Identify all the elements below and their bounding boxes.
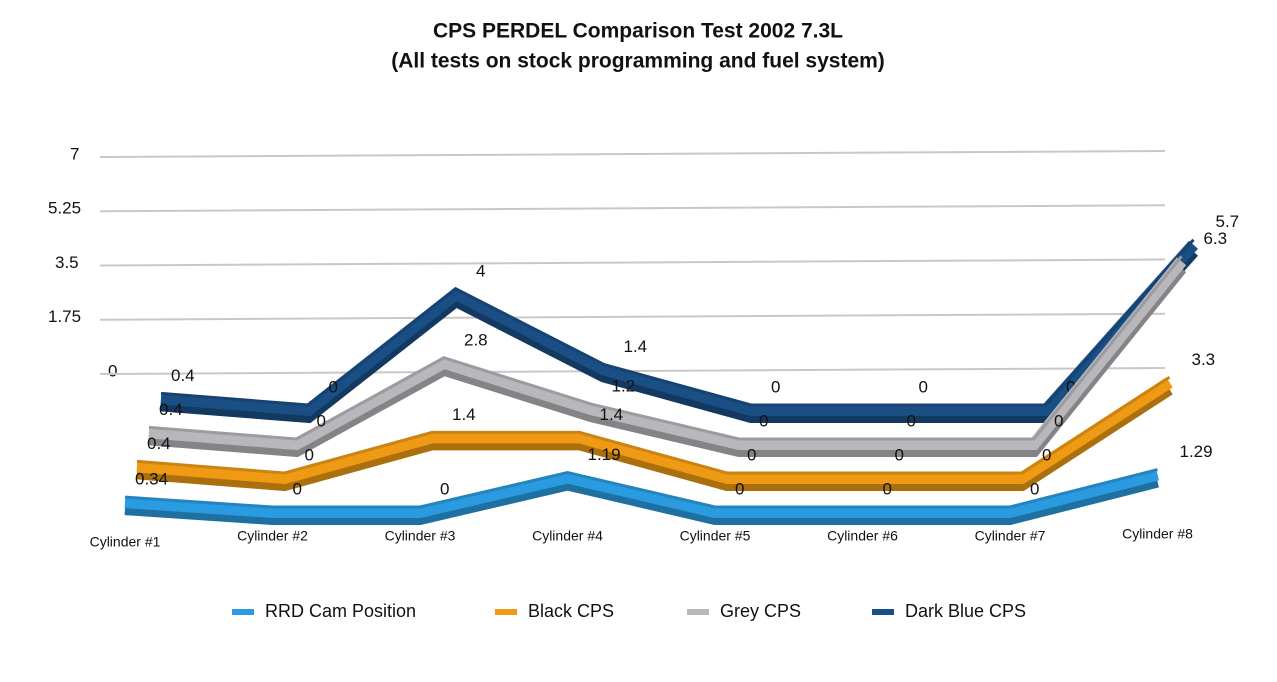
value-label: 0 [1042, 445, 1051, 464]
legend-swatch [232, 609, 254, 615]
value-label: 0 [317, 411, 326, 430]
y-tick-label: 0 [108, 361, 117, 380]
value-label: 0 [895, 445, 904, 464]
value-label: 2.8 [464, 330, 488, 349]
value-label: 0 [883, 479, 892, 498]
value-label: 0.34 [135, 470, 168, 489]
series-line [160, 240, 1198, 417]
value-label: 0 [1054, 411, 1063, 430]
value-label: 1.29 [1180, 442, 1213, 461]
value-label: 0 [440, 479, 449, 498]
ribbon-highlight [148, 255, 1183, 441]
ribbon-side [136, 384, 1173, 492]
legend-swatch [495, 609, 517, 615]
value-label: 1.4 [624, 337, 648, 356]
legend-label: Grey CPS [720, 601, 801, 621]
value-label: 3.3 [1192, 350, 1216, 369]
legend-swatch [687, 609, 709, 615]
value-label: 5.7 [1216, 212, 1240, 231]
legend-swatch [872, 609, 894, 615]
series-line [148, 257, 1187, 451]
series-line [136, 377, 1173, 485]
ribbon-highlight [136, 376, 1171, 475]
x-tick-label: Cylinder #7 [975, 528, 1046, 544]
x-tick-label: Cylinder #6 [827, 528, 898, 544]
x-tick-label: Cylinder #2 [237, 528, 308, 544]
value-label: 6.3 [1204, 229, 1228, 248]
value-label: 0 [771, 377, 780, 396]
grid-line [99, 258, 1166, 267]
series-line [124, 468, 1159, 518]
ribbon-side [148, 264, 1187, 458]
value-label: 0 [329, 377, 338, 396]
ribbon-side [124, 475, 1159, 525]
value-label: 0 [747, 445, 756, 464]
value-label: 0.4 [147, 434, 171, 453]
x-tick-label: Cylinder #1 [90, 534, 161, 550]
value-label: 1.4 [452, 405, 476, 424]
value-label: 1.19 [588, 445, 621, 464]
value-label: 0 [735, 479, 744, 498]
legend-label: Black CPS [528, 601, 614, 621]
x-tick-label: Cylinder #3 [385, 528, 456, 544]
x-tick-label: Cylinder #8 [1122, 526, 1193, 542]
y-tick-label: 3.5 [55, 253, 79, 272]
value-label: 0 [907, 411, 916, 430]
legend-label: RRD Cam Position [265, 601, 416, 621]
x-tick-label: Cylinder #4 [532, 528, 603, 544]
grid-line [99, 150, 1166, 158]
value-label: 0 [305, 445, 314, 464]
grid-line [99, 312, 1166, 321]
value-label: 0 [293, 479, 302, 498]
value-label: 0 [1030, 479, 1039, 498]
grid-line [99, 204, 1166, 213]
ribbon-highlight [160, 238, 1195, 407]
chart-title: CPS PERDEL Comparison Test 2002 7.3L [433, 20, 843, 43]
value-label: 0 [759, 411, 768, 430]
value-label: 0 [1066, 377, 1075, 396]
y-tick-label: 5.25 [48, 199, 81, 218]
value-label: 0 [919, 377, 928, 396]
x-tick-label: Cylinder #5 [680, 528, 751, 544]
value-label: 1.4 [600, 405, 624, 424]
ribbon-highlight [124, 468, 1158, 509]
chart-subtitle: (All tests on stock programming and fuel… [391, 50, 885, 73]
y-tick-label: 1.75 [48, 307, 81, 326]
value-label: 0.4 [159, 400, 183, 419]
legend-label: Dark Blue CPS [905, 601, 1026, 621]
value-label: 0.4 [171, 366, 195, 385]
y-tick-label: 7 [70, 144, 79, 163]
value-label: 1.2 [612, 377, 636, 396]
value-label: 4 [476, 261, 485, 280]
